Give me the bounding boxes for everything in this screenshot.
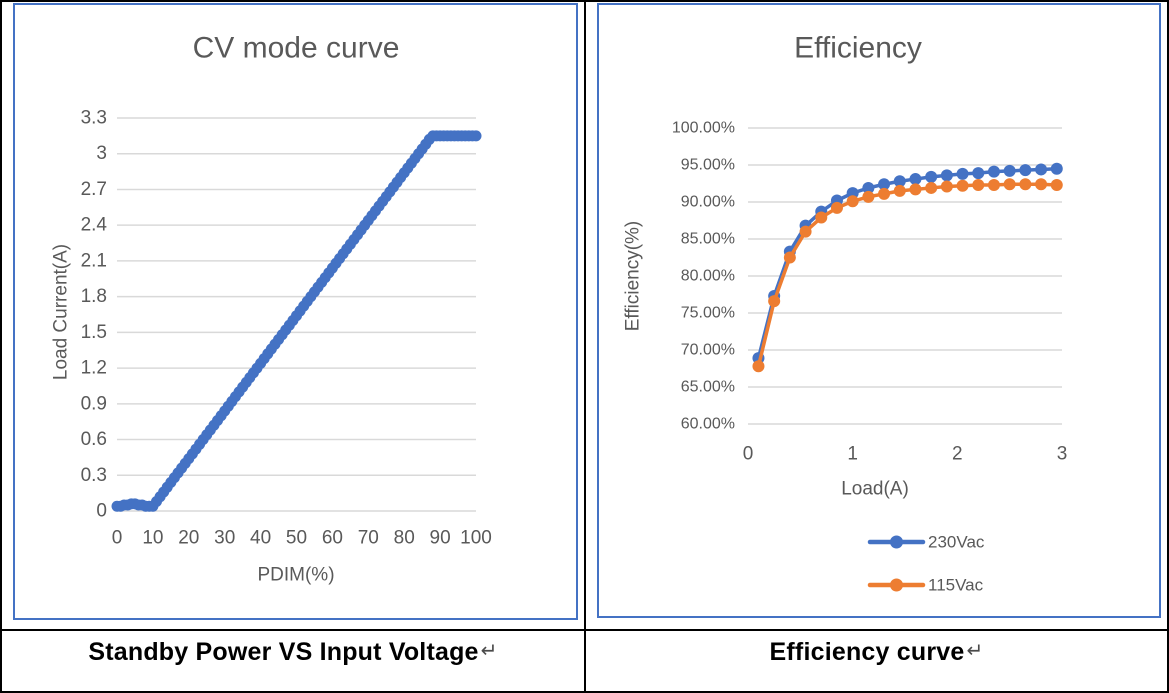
legend-dot-marker [890, 578, 903, 592]
svg-text:80.00%: 80.00% [681, 268, 735, 285]
cv-mode-chart[interactable]: 0 0.3 0.6 0.9 1.2 1.5 1.8 2.1 2.4 2.7 3 3.3 0 10 20 30 4… [2, 2, 584, 629]
y-axis-tick-labels: 0 0.3 0.6 0.9 1.2 1.5 1.8 2.1 2.4 2.7 3 3.3 [81, 108, 108, 522]
svg-text:75.00%: 75.00% [681, 305, 735, 322]
series-load-current [111, 130, 482, 512]
svg-text:20: 20 [178, 528, 199, 549]
svg-text:100: 100 [460, 528, 492, 549]
svg-text:3: 3 [1057, 444, 1068, 465]
chart-frame [13, 3, 578, 620]
y-axis-title: Efficiency(%) [623, 221, 644, 332]
caption-cell-right: Efficiency curve ↵ [586, 631, 1167, 689]
svg-text:0: 0 [743, 444, 754, 465]
svg-text:0: 0 [96, 501, 107, 522]
svg-text:60.00%: 60.00% [681, 416, 735, 433]
legend-label: 115Vac [928, 576, 984, 595]
efficiency-chart[interactable]: 60.00% 65.00% 70.00% 75.00% 80.00% 85.00% 90.0… [586, 2, 1167, 629]
svg-text:60: 60 [322, 528, 343, 549]
caption-standby-power: Standby Power VS Input Voltage [88, 638, 479, 666]
svg-text:3.3: 3.3 [81, 108, 107, 129]
x-axis-tick-labels: 0 1 2 3 [743, 444, 1068, 465]
caption-efficiency-curve: Efficiency curve [769, 638, 965, 666]
series-115vac [752, 178, 1063, 373]
chart-title: Efficiency [794, 32, 922, 65]
svg-text:30: 30 [214, 528, 235, 549]
y-axis-tick-labels: 60.00% 65.00% 70.00% 75.00% 80.00% 85.00% 90.0… [672, 120, 735, 433]
table-divider-vertical [584, 0, 586, 693]
svg-text:65.00%: 65.00% [681, 379, 735, 396]
svg-text:0.6: 0.6 [81, 429, 107, 450]
svg-text:50: 50 [286, 528, 307, 549]
legend-dot-marker [890, 535, 903, 549]
series-230vac [752, 162, 1063, 365]
svg-text:1: 1 [847, 444, 858, 465]
svg-text:85.00%: 85.00% [681, 231, 735, 248]
y-axis-title: Load Current(A) [51, 244, 72, 380]
svg-text:2.1: 2.1 [81, 250, 107, 271]
svg-text:1.2: 1.2 [81, 358, 107, 379]
legend-label: 230Vac [928, 533, 985, 552]
table-divider-horizontal [0, 629, 1169, 631]
x-axis-title: Load(A) [841, 479, 909, 500]
svg-text:2.4: 2.4 [81, 215, 108, 236]
svg-text:90.00%: 90.00% [681, 194, 735, 211]
svg-text:95.00%: 95.00% [681, 157, 735, 174]
x-axis-tick-labels: 0 10 20 30 40 50 60 70 80 90 100 [112, 528, 492, 549]
chart-title: CV mode curve [193, 32, 400, 65]
svg-text:1.8: 1.8 [81, 286, 107, 307]
table-border-left [0, 0, 2, 693]
svg-text:10: 10 [142, 528, 163, 549]
svg-text:1.5: 1.5 [81, 322, 107, 343]
return-mark-icon: ↵ [480, 640, 498, 662]
svg-text:3: 3 [96, 143, 107, 164]
svg-text:0.3: 0.3 [81, 465, 107, 486]
caption-cell-left: Standby Power VS Input Voltage ↵ [2, 631, 584, 689]
svg-text:2: 2 [952, 444, 963, 465]
gridlines [748, 127, 1062, 425]
svg-text:100.00%: 100.00% [672, 120, 735, 137]
svg-text:70.00%: 70.00% [681, 342, 735, 359]
return-mark-icon: ↵ [966, 640, 984, 662]
svg-text:2.7: 2.7 [81, 179, 107, 200]
svg-text:0.9: 0.9 [81, 393, 107, 414]
chart-frame [597, 3, 1161, 618]
svg-text:0: 0 [112, 528, 123, 549]
x-axis-title: PDIM(%) [257, 565, 334, 586]
svg-text:80: 80 [394, 528, 415, 549]
table-border-right [1167, 0, 1169, 693]
svg-text:90: 90 [430, 528, 451, 549]
legend: 230Vac 115Vac [867, 533, 985, 595]
svg-text:40: 40 [250, 528, 271, 549]
svg-text:70: 70 [358, 528, 379, 549]
